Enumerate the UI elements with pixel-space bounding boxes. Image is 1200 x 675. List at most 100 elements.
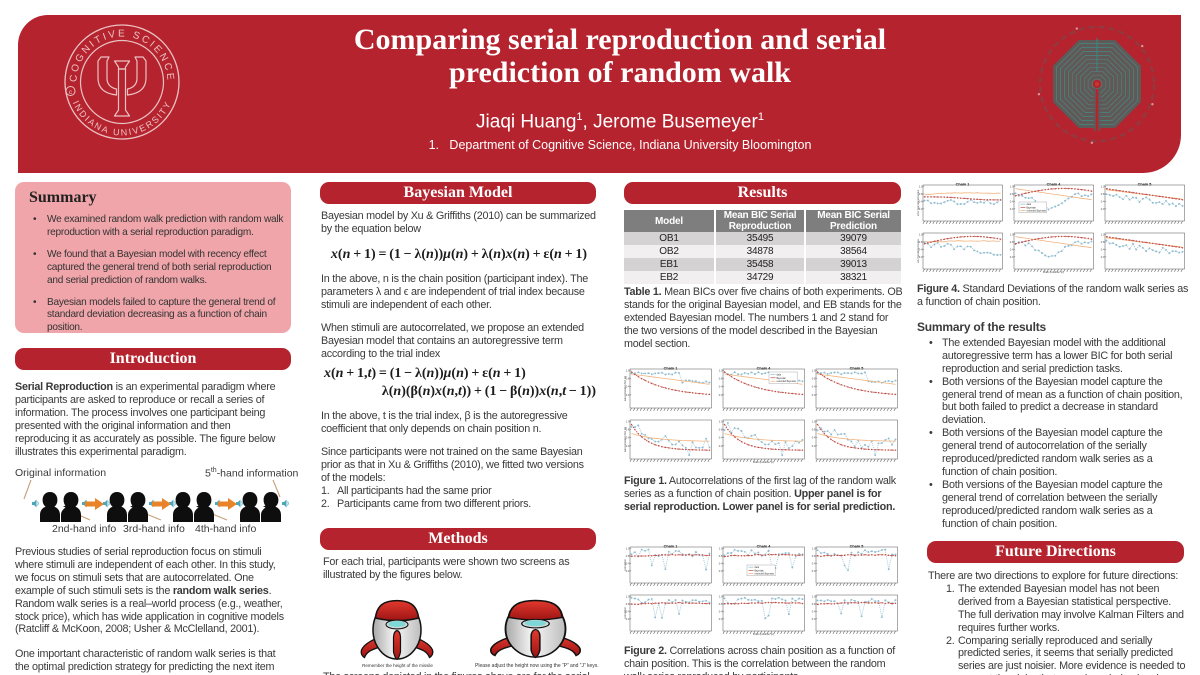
svg-text:0.8: 0.8 [812, 428, 816, 432]
svg-text:0.4: 0.4 [719, 561, 723, 565]
svg-text:0.0: 0.0 [1101, 255, 1105, 259]
svg-text:0.8: 0.8 [719, 554, 723, 558]
svg-text:1.0: 1.0 [1101, 233, 1105, 237]
svg-text:1.0: 1.0 [719, 547, 723, 551]
svg-text:0.4: 0.4 [812, 609, 816, 613]
svg-text:0.0: 0.0 [1010, 207, 1014, 211]
svg-text:0.0: 0.0 [719, 444, 723, 448]
svg-text:0.0: 0.0 [626, 393, 630, 397]
svg-text:1.0: 1.0 [626, 420, 630, 424]
svg-text:0.8: 0.8 [1101, 192, 1105, 196]
svg-text:0.4: 0.4 [919, 199, 923, 203]
svg-text:Bayesian: Bayesian [755, 570, 765, 572]
svg-text:0.8: 0.8 [626, 602, 630, 606]
svg-text:0.0: 0.0 [1010, 255, 1014, 259]
svg-text:Chain 5: Chain 5 [1138, 182, 1152, 186]
svg-text:0.0: 0.0 [812, 444, 816, 448]
svg-text:0.4: 0.4 [626, 609, 630, 613]
svg-text:1.0: 1.0 [1010, 185, 1014, 189]
svg-text:0.8: 0.8 [812, 377, 816, 381]
svg-text:0.0: 0.0 [626, 444, 630, 448]
svg-text:1.0: 1.0 [626, 595, 630, 599]
svg-text:0.4: 0.4 [1010, 247, 1014, 251]
svg-text:data: data [755, 566, 760, 569]
svg-text:0.0: 0.0 [812, 617, 816, 621]
svg-text:0.0: 0.0 [812, 393, 816, 397]
svg-text:0.8: 0.8 [1101, 240, 1105, 244]
svg-text:0.8: 0.8 [626, 554, 630, 558]
svg-text:Bayesian: Bayesian [1027, 207, 1037, 209]
svg-text:0.0: 0.0 [719, 569, 723, 573]
svg-text:1.0: 1.0 [719, 595, 723, 599]
svg-text:0.4: 0.4 [919, 247, 923, 251]
svg-text:0.8: 0.8 [919, 240, 923, 244]
svg-text:Chain 1: Chain 1 [956, 182, 970, 186]
svg-text:0.0: 0.0 [812, 569, 816, 573]
svg-text:1.0: 1.0 [919, 185, 923, 189]
svg-text:c: c [69, 89, 73, 96]
svg-text:0.4: 0.4 [1010, 199, 1014, 203]
svg-text:Chain 4: Chain 4 [1047, 182, 1062, 186]
svg-text:extended Bayesian: extended Bayesian [777, 380, 797, 383]
svg-text:COGNITIVE SCIENCE: COGNITIVE SCIENCE [68, 28, 175, 82]
svg-text:extended Bayesian: extended Bayesian [1027, 210, 1047, 213]
svg-text:0.4: 0.4 [626, 561, 630, 565]
svg-text:0.0: 0.0 [626, 617, 630, 621]
svg-text:0.8: 0.8 [1010, 240, 1014, 244]
svg-text:1.0: 1.0 [626, 547, 630, 551]
svg-text:1.0: 1.0 [812, 547, 816, 551]
svg-text:1.0: 1.0 [919, 233, 923, 237]
svg-text:Chain 5: Chain 5 [850, 544, 864, 548]
svg-text:0.8: 0.8 [812, 602, 816, 606]
svg-text:1.0: 1.0 [1010, 233, 1014, 237]
svg-text:data: data [777, 373, 782, 376]
svg-text:Chain 1: Chain 1 [664, 366, 678, 370]
svg-text:0.4: 0.4 [1101, 247, 1105, 251]
svg-text:0.4: 0.4 [719, 609, 723, 613]
svg-text:0.8: 0.8 [719, 602, 723, 606]
svg-text:chain position (n): chain position (n) [1043, 270, 1064, 274]
svg-text:sd of predicted series: sd of predicted series [917, 238, 920, 263]
svg-text:autocorrelation first lag: autocorrelation first lag [624, 375, 627, 401]
svg-text:0.4: 0.4 [626, 385, 630, 389]
svg-text:Chain 4: Chain 4 [757, 366, 772, 370]
svg-text:0.4: 0.4 [812, 436, 816, 440]
svg-text:0.4: 0.4 [812, 561, 816, 565]
svg-text:Chain 1: Chain 1 [664, 544, 678, 548]
svg-text:extended Bayesian: extended Bayesian [755, 573, 775, 576]
svg-text:Bayesian: Bayesian [777, 378, 787, 380]
svg-text:1.0: 1.0 [1101, 185, 1105, 189]
svg-text:1.0: 1.0 [719, 420, 723, 424]
svg-text:0.0: 0.0 [719, 617, 723, 621]
svg-text:0.8: 0.8 [719, 428, 723, 432]
svg-text:0.4: 0.4 [1101, 199, 1105, 203]
svg-text:0.8: 0.8 [812, 554, 816, 558]
svg-text:chain position (n): chain position (n) [753, 632, 774, 636]
svg-text:1.0: 1.0 [626, 369, 630, 373]
svg-text:0.0: 0.0 [719, 393, 723, 397]
svg-text:0.8: 0.8 [626, 377, 630, 381]
svg-text:correlation: correlation [624, 559, 627, 571]
svg-text:0.0: 0.0 [919, 207, 923, 211]
svg-text:0.0: 0.0 [1101, 207, 1105, 211]
svg-text:1.0: 1.0 [719, 369, 723, 373]
svg-text:1.0: 1.0 [812, 595, 816, 599]
svg-text:sd of reproduced series: sd of reproduced series [917, 189, 920, 216]
svg-text:0.8: 0.8 [919, 192, 923, 196]
svg-text:Chain 5: Chain 5 [850, 366, 864, 370]
svg-text:0.0: 0.0 [626, 569, 630, 573]
svg-text:autocorrelation first lag: autocorrelation first lag [624, 426, 627, 452]
svg-text:correlation: correlation [624, 607, 627, 619]
svg-text:chain position (n): chain position (n) [753, 460, 774, 464]
svg-text:1.0: 1.0 [812, 369, 816, 373]
svg-text:INDIANA UNIVERSITY: INDIANA UNIVERSITY [71, 99, 174, 138]
svg-text:Chain 4: Chain 4 [757, 544, 772, 548]
svg-text:0.4: 0.4 [626, 436, 630, 440]
svg-text:0.4: 0.4 [719, 436, 723, 440]
svg-text:0.8: 0.8 [719, 377, 723, 381]
svg-text:data: data [1027, 203, 1032, 206]
svg-text:0.4: 0.4 [812, 385, 816, 389]
svg-text:0.4: 0.4 [719, 385, 723, 389]
svg-text:0.8: 0.8 [626, 428, 630, 432]
svg-text:0.8: 0.8 [1010, 192, 1014, 196]
